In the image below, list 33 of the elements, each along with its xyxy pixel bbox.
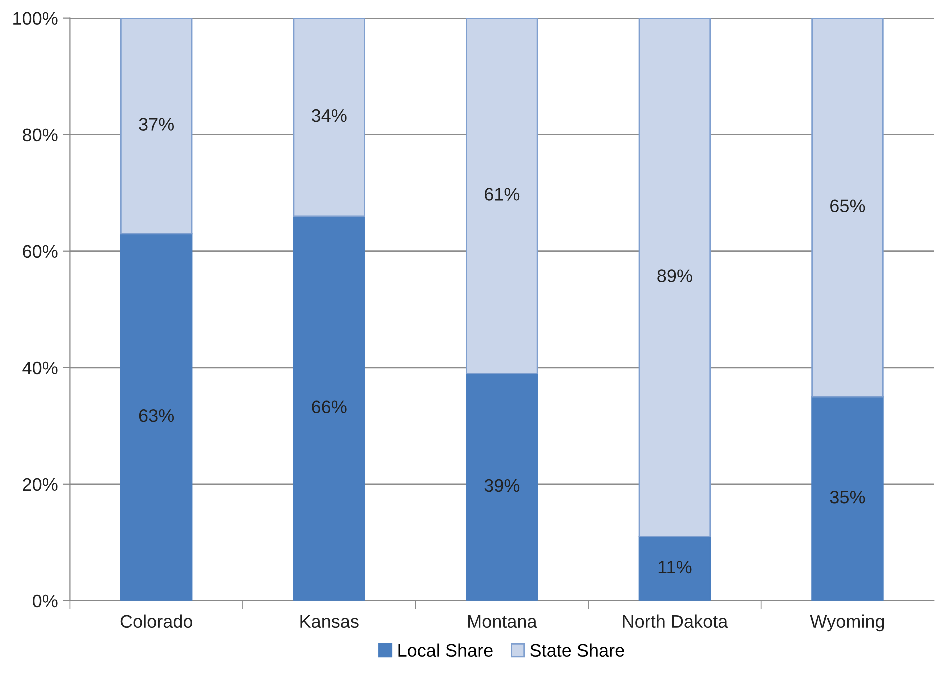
data-label: 89% xyxy=(658,270,692,282)
x-tick-label: North Dakota xyxy=(623,614,728,628)
y-tick-label: 60% xyxy=(23,245,58,258)
data-label: 61% xyxy=(485,188,520,201)
y-tick-label: 100% xyxy=(14,12,58,26)
x-tick-label: Kansas xyxy=(300,615,359,628)
data-label: 66% xyxy=(312,400,347,414)
y-tick-label: 40% xyxy=(22,362,58,375)
bar xyxy=(638,18,712,538)
x-tick-label: Montana xyxy=(468,615,538,628)
bar xyxy=(812,18,884,398)
y-tick-label: 20% xyxy=(23,478,58,492)
data-label: 39% xyxy=(484,479,520,492)
x-tick-label: Colorado xyxy=(120,614,192,628)
y-tick-label: 0% xyxy=(33,594,58,608)
bar xyxy=(293,216,366,601)
bar xyxy=(638,536,712,601)
bar xyxy=(466,18,538,374)
data-label: 65% xyxy=(830,200,866,213)
bar xyxy=(120,18,193,235)
bar xyxy=(466,373,538,601)
bar xyxy=(120,233,193,601)
data-label: 34% xyxy=(312,109,347,122)
legend-label: Local Share xyxy=(398,644,493,658)
data-label: 11% xyxy=(658,561,692,574)
data-label: 63% xyxy=(139,409,174,422)
bar xyxy=(293,18,366,218)
bar xyxy=(812,396,884,601)
y-tick-label: 80% xyxy=(23,128,58,142)
x-tick-label: Wyoming xyxy=(810,614,884,632)
data-label: 37% xyxy=(139,118,174,131)
legend-label: State Share xyxy=(530,644,624,658)
data-label: 35% xyxy=(830,491,866,504)
